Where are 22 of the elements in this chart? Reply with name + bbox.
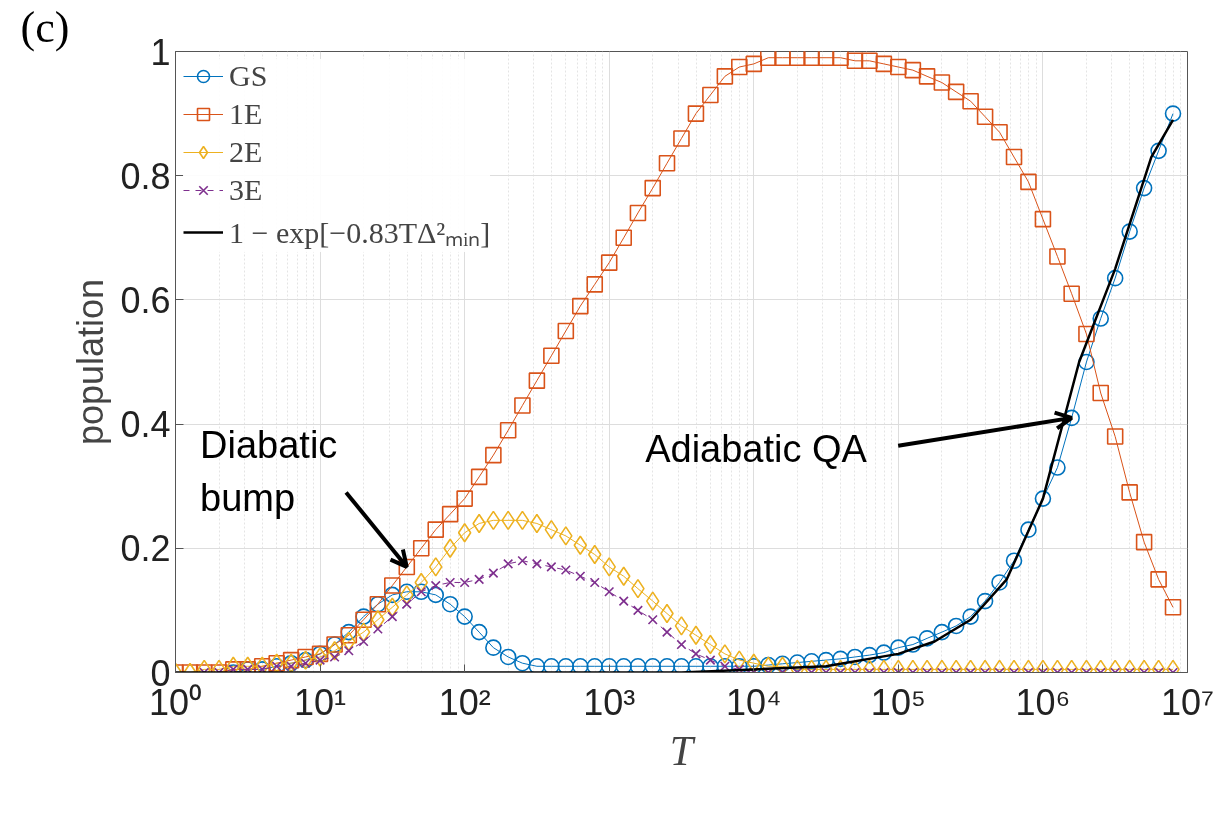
- y-tick-label: 1: [150, 31, 171, 73]
- y-tick-label: 0.4: [120, 404, 171, 446]
- annotation: Adiabatic QA: [645, 427, 868, 470]
- text: (c): [20, 2, 70, 52]
- x-tick-label: 10⁶: [1015, 681, 1071, 723]
- y-tick-label: 0.6: [120, 279, 171, 321]
- x-tick-label: 10⁵: [870, 681, 926, 723]
- x-tick-label: 10³: [583, 681, 636, 723]
- x-tick-label: 10⁴: [726, 681, 782, 723]
- legend-label: GS: [229, 59, 268, 93]
- legend-label: 1 − exp[−0.83TΔ²ₘᵢₙ]: [229, 215, 491, 251]
- legend-label: 2E: [229, 135, 263, 169]
- legend-label: 1E: [229, 97, 263, 131]
- annotation: Diabatic bump: [200, 424, 338, 519]
- y-tick-label: 0.8: [120, 155, 171, 197]
- x-axis-title: T: [669, 727, 696, 774]
- y-tick-label: 0.2: [120, 528, 171, 570]
- x-tick-label: 10¹: [294, 681, 347, 723]
- x-tick-label: 10²: [438, 681, 491, 723]
- x-tick-label: 10⁷: [1160, 681, 1215, 723]
- y-axis-title: population: [70, 278, 112, 446]
- legend-label: 3E: [229, 173, 263, 207]
